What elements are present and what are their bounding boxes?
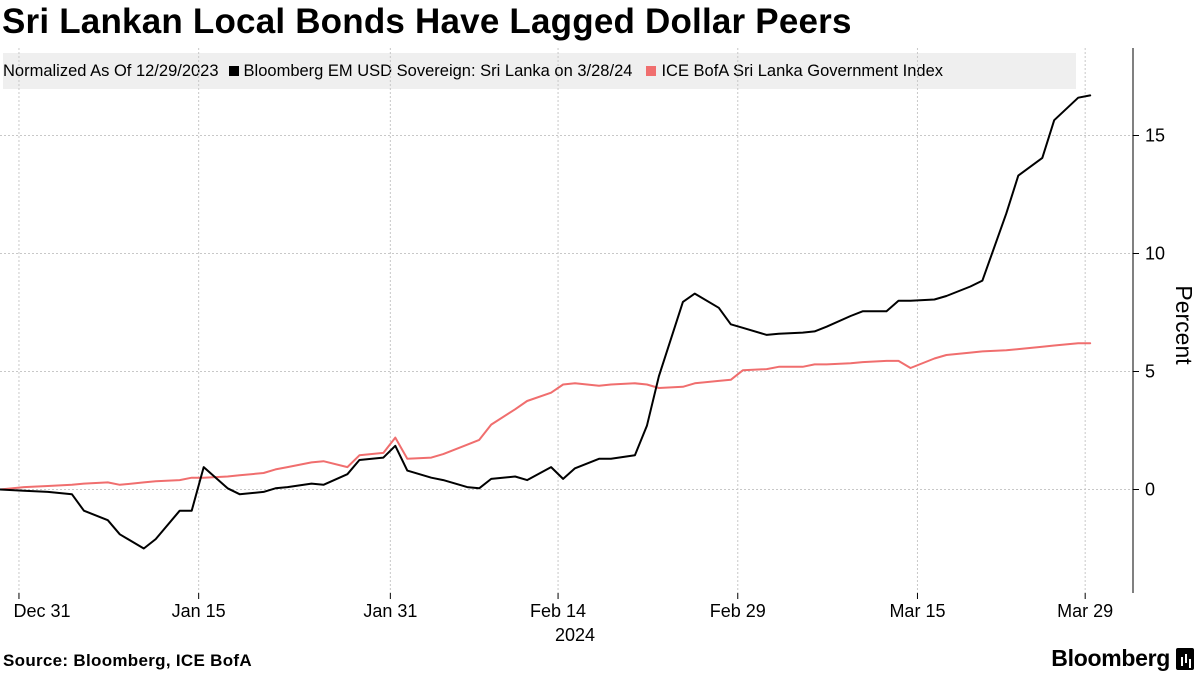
source-note: Source: Bloomberg, ICE BofA (3, 651, 252, 670)
x-tick-label: Jan 31 (363, 601, 417, 621)
brand: Bloomberg (1051, 645, 1194, 672)
legend-swatch-red (646, 66, 657, 76)
y-tick-label: 15 (1145, 126, 1165, 146)
y-tick-label: 10 (1145, 244, 1165, 264)
legend-label-government: ICE BofA Sri Lanka Government Index (661, 61, 944, 80)
x-tick-label: Jan 15 (172, 601, 226, 621)
y-tick-label: 0 (1145, 480, 1155, 500)
x-tick-label: Mar 29 (1057, 601, 1113, 621)
legend-swatch-black (228, 66, 239, 76)
legend: Normalized As Of 12/29/2023 Bloomberg EM… (3, 53, 1076, 89)
bloomberg-chart-icon (1176, 647, 1194, 670)
series-line-sovereign (0, 94, 1092, 550)
y-tick-label: 5 (1145, 362, 1155, 382)
x-year-label: 2024 (555, 625, 595, 645)
legend-item-sovereign: Bloomberg EM USD Sovereign: Sri Lanka on… (228, 61, 633, 81)
brand-wordmark: Bloomberg (1051, 645, 1170, 671)
x-tick-label: Dec 31 (13, 601, 70, 621)
x-tick-label: Mar 15 (889, 601, 945, 621)
chart-title: Sri Lankan Local Bonds Have Lagged Dolla… (2, 2, 852, 41)
legend-item-government: ICE BofA Sri Lanka Government Index (646, 62, 943, 81)
x-tick-label: Feb 29 (710, 601, 766, 621)
series-line-government (0, 342, 1092, 491)
y-axis-label: Percent (1171, 285, 1197, 365)
legend-label-sovereign: Bloomberg EM USD Sovereign: Sri Lanka on… (243, 61, 633, 80)
legend-note: Normalized As Of 12/29/2023 (3, 61, 219, 80)
x-tick-label: Feb 14 (530, 601, 586, 621)
